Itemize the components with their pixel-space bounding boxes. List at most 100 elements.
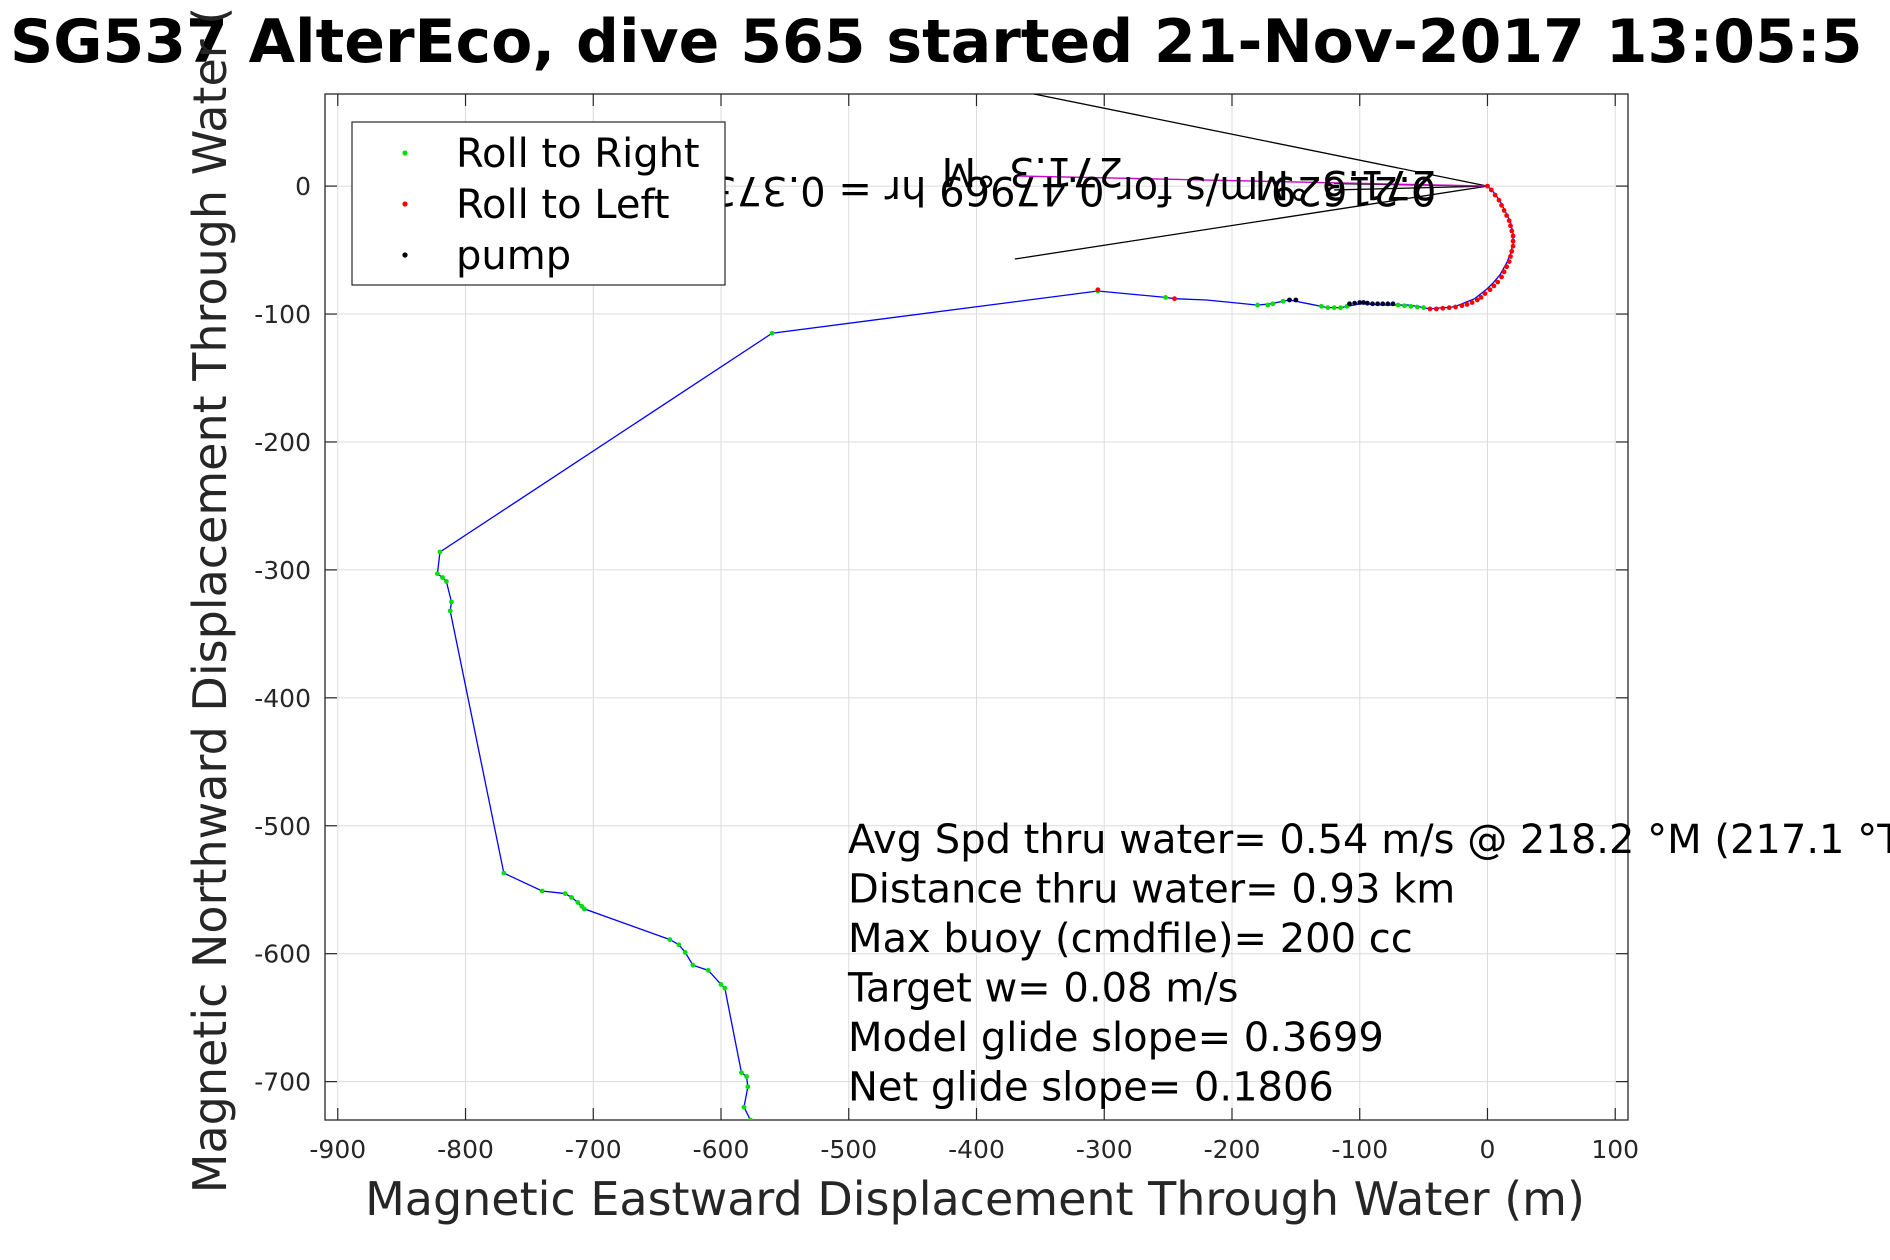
roll-to-right-point bbox=[562, 891, 568, 896]
roll-to-right-point bbox=[722, 985, 728, 991]
roll-to-right-point bbox=[682, 950, 688, 955]
roll-to-right-point bbox=[739, 1070, 744, 1076]
pump-point bbox=[1347, 301, 1352, 307]
roll-to-left-point bbox=[1504, 213, 1510, 218]
x-tick-label: -100 bbox=[1331, 1135, 1388, 1164]
roll-to-left-point bbox=[1487, 287, 1493, 293]
roll-to-right-point bbox=[741, 1104, 747, 1110]
roll-to-right-point bbox=[718, 981, 724, 987]
current-label: 271.3 °M bbox=[942, 148, 1124, 194]
roll-to-left-point bbox=[1510, 233, 1516, 239]
roll-to-right-point bbox=[690, 962, 696, 968]
roll-to-right-point bbox=[1163, 295, 1168, 300]
x-tick-label: 0 bbox=[1480, 1135, 1496, 1164]
pump-point bbox=[1370, 301, 1375, 307]
pump-point bbox=[1380, 301, 1386, 307]
roll-to-left-point bbox=[1499, 274, 1504, 280]
x-tick-label: -300 bbox=[1076, 1135, 1133, 1164]
stats-annotation: Target w= 0.08 m/s bbox=[847, 966, 1238, 1012]
legend-box bbox=[351, 121, 726, 286]
stats-annotation: Model glide slope= 0.3699 bbox=[848, 1015, 1384, 1061]
y-tick-label: -200 bbox=[254, 428, 311, 457]
stats-annotation: Distance thru water= 0.93 km bbox=[848, 867, 1455, 913]
roll-to-left-point bbox=[1427, 306, 1433, 312]
roll-to-right-point bbox=[449, 599, 454, 605]
roll-to-left-point bbox=[1172, 296, 1177, 302]
roll-to-left-point bbox=[1501, 208, 1507, 213]
stats-annotation: Avg Spd thru water= 0.54 m/s @ 218.2 °M … bbox=[848, 817, 1890, 863]
roll-to-left-point bbox=[1464, 302, 1470, 307]
roll-to-right-point bbox=[569, 895, 574, 900]
roll-to-left-point bbox=[1469, 300, 1475, 305]
roll-to-left-point bbox=[1446, 305, 1452, 311]
roll-to-left-point bbox=[1496, 197, 1502, 203]
x-tick-label: -600 bbox=[693, 1135, 750, 1164]
pump-point bbox=[1357, 300, 1363, 305]
roll-to-right-point bbox=[1408, 303, 1414, 309]
legend-marker bbox=[402, 201, 408, 207]
y-tick-label: -700 bbox=[254, 1068, 311, 1097]
stats-annotation: Net glide slope= 0.1806 bbox=[848, 1065, 1334, 1111]
x-tick-label: -900 bbox=[309, 1135, 366, 1164]
roll-to-left-point bbox=[1492, 192, 1498, 198]
roll-to-right-point bbox=[769, 330, 775, 336]
roll-to-right-point bbox=[1265, 302, 1271, 308]
legend-label: Roll to Left bbox=[456, 182, 670, 228]
x-tick-label: -400 bbox=[948, 1135, 1005, 1164]
roll-to-left-point bbox=[1095, 287, 1101, 293]
roll-to-left-point bbox=[1504, 264, 1510, 270]
legend-label: Roll to Right bbox=[456, 131, 700, 177]
roll-to-right-point bbox=[1325, 305, 1331, 311]
roll-to-right-point bbox=[1395, 302, 1401, 308]
pump-point bbox=[1390, 301, 1396, 307]
roll-to-right-point bbox=[747, 1117, 753, 1120]
pump-point bbox=[1287, 297, 1292, 303]
y-tick-label: -300 bbox=[254, 556, 311, 585]
roll-to-left-point bbox=[1485, 183, 1490, 189]
roll-to-left-point bbox=[1453, 304, 1458, 310]
y-tick-label: -400 bbox=[254, 684, 311, 713]
x-tick-label: -800 bbox=[437, 1135, 494, 1164]
roll-to-left-point bbox=[1509, 228, 1515, 234]
roll-to-right-point bbox=[1331, 305, 1337, 311]
roll-to-left-point bbox=[1482, 291, 1488, 296]
current-vector-magenta bbox=[1014, 175, 1488, 187]
current-label: 0.21629 m/s for 0.47969 hr = 0.37351 km bbox=[585, 167, 1436, 213]
x-tick-label: 100 bbox=[1591, 1135, 1639, 1164]
current-vector-line bbox=[1334, 185, 1488, 191]
roll-to-right-point bbox=[1255, 302, 1260, 308]
roll-to-right-point bbox=[1338, 305, 1343, 311]
x-axis-label: Magnetic Eastward Displacement Through W… bbox=[365, 1172, 1585, 1226]
roll-to-left-point bbox=[1499, 202, 1504, 208]
roll-to-right-point bbox=[575, 900, 581, 905]
roll-to-right-point bbox=[1421, 305, 1427, 311]
roll-to-right-point bbox=[501, 870, 507, 876]
roll-to-left-point bbox=[1478, 295, 1484, 300]
roll-to-left-point bbox=[1509, 248, 1515, 254]
pump-point bbox=[1361, 300, 1366, 305]
pump-point bbox=[1385, 301, 1391, 307]
roll-to-left-point bbox=[1510, 243, 1516, 249]
roll-to-right-point bbox=[1319, 303, 1324, 309]
plot-contents: 0.21629 m/s for 0.47969 hr = 0.37351 km2… bbox=[435, 94, 1516, 1120]
x-tick-label: -700 bbox=[565, 1135, 622, 1164]
current-vector-line bbox=[1033, 94, 1488, 187]
x-tick-label: -200 bbox=[1204, 1135, 1261, 1164]
legend-label: pump bbox=[456, 233, 571, 279]
roll-to-left-point bbox=[1510, 238, 1516, 244]
roll-to-right-point bbox=[443, 579, 449, 584]
pump-point bbox=[1365, 300, 1370, 306]
roll-to-right-point bbox=[437, 549, 443, 555]
roll-to-right-point bbox=[435, 571, 440, 577]
current-label: 271.3 °M bbox=[1255, 161, 1437, 207]
roll-to-left-point bbox=[1506, 218, 1512, 224]
roll-to-left-point bbox=[1495, 279, 1501, 285]
roll-to-left-point bbox=[1433, 306, 1439, 312]
roll-to-right-point bbox=[705, 967, 711, 973]
stats-annotation: Max buoy (cmdfile)= 200 cc bbox=[848, 916, 1413, 962]
roll-to-right-point bbox=[440, 575, 445, 580]
roll-to-right-point bbox=[1280, 298, 1286, 304]
roll-to-right-point bbox=[676, 942, 682, 948]
roll-to-left-point bbox=[1501, 269, 1507, 275]
